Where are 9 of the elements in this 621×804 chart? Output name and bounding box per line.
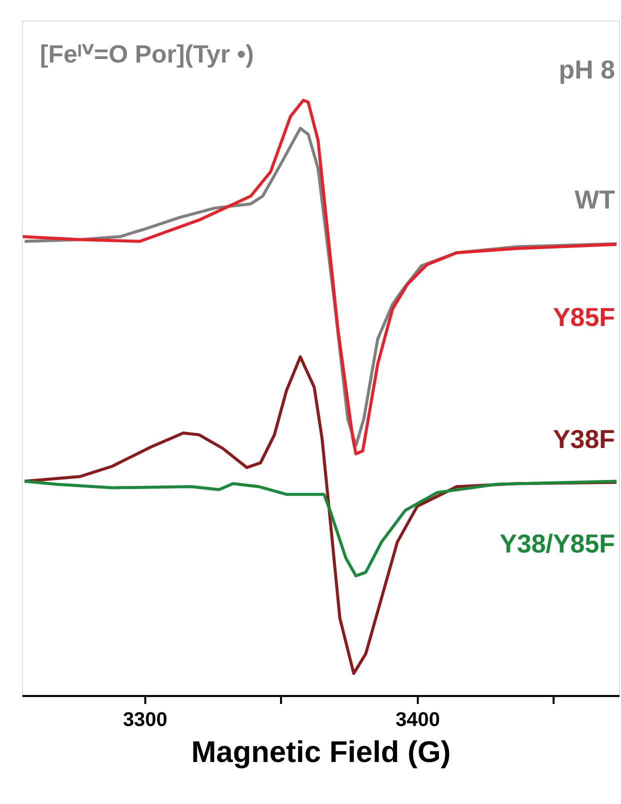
series-label: WT: [574, 186, 616, 214]
x-tick-label: 3400: [396, 708, 440, 731]
text: Y85F: [553, 304, 616, 332]
x-axis-title: Magnetic Field (G): [191, 736, 451, 769]
x-tick-label: 3300: [122, 708, 168, 731]
chart-title: [Feᴵⱽ=O Por](Tyr •): [40, 40, 254, 69]
series-label: Y38F: [553, 426, 616, 454]
text: pH 8: [558, 56, 616, 84]
series-label: Y38/Y85F: [500, 530, 616, 559]
